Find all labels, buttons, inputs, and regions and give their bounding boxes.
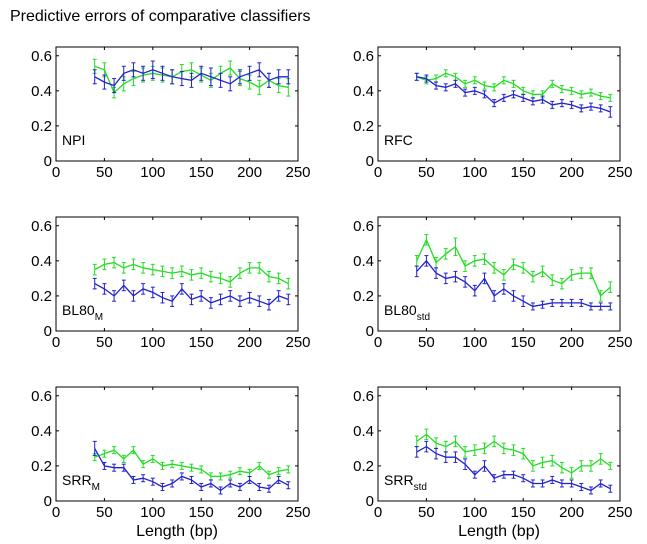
y-tick-label: 0.4 bbox=[31, 253, 52, 270]
x-axis-label: Length (bp) bbox=[136, 523, 218, 540]
y-tick-label: 0.4 bbox=[31, 83, 52, 100]
figure-title: Predictive errors of comparative classif… bbox=[10, 8, 311, 25]
chart-panel-4: 0 50 100 150 200 250 0 0.2 0.4 0.6 BL80std bbox=[353, 216, 633, 351]
x-tick-label: 100 bbox=[462, 164, 487, 181]
x-tick-label: 100 bbox=[140, 334, 165, 351]
panel-label: BL80std bbox=[384, 302, 430, 323]
panel-label: SRRstd bbox=[384, 472, 427, 493]
x-tick-label: 100 bbox=[140, 164, 165, 181]
chart-panel-6: 0 50 100 150 200 250 0 0.2 0.4 0.6 SRRstd Length (b… bbox=[353, 386, 633, 540]
x-tick-label: 0 bbox=[52, 334, 60, 351]
x-tick-label: 0 bbox=[52, 164, 60, 181]
x-tick-label: 200 bbox=[559, 164, 584, 181]
x-tick-label: 150 bbox=[511, 334, 536, 351]
x-tick-label: 200 bbox=[237, 504, 262, 521]
plot-frame bbox=[55, 386, 299, 502]
y-tick-label: 0.6 bbox=[353, 48, 374, 65]
y-tick-label: 0 bbox=[44, 323, 52, 340]
x-tick-label: 100 bbox=[462, 504, 487, 521]
y-tick-label: 0 bbox=[366, 493, 374, 510]
y-tick-label: 0.2 bbox=[31, 118, 52, 135]
y-tick-label: 0.6 bbox=[31, 218, 52, 235]
x-tick-label: 250 bbox=[285, 504, 310, 521]
x-tick-label: 0 bbox=[52, 504, 60, 521]
y-tick-label: 0.4 bbox=[353, 253, 374, 270]
chart-panel-2: 0 50 100 150 200 250 0 0.2 0.4 0.6 RFC bbox=[353, 46, 633, 181]
y-tick-label: 0.2 bbox=[31, 288, 52, 305]
y-tick-label: 0.4 bbox=[353, 83, 374, 100]
plot-frame bbox=[377, 216, 621, 332]
y-tick-label: 0 bbox=[44, 153, 52, 170]
x-tick-label: 0 bbox=[374, 504, 382, 521]
plot-frame bbox=[55, 46, 299, 162]
y-tick-label: 0.4 bbox=[31, 423, 52, 440]
x-tick-label: 200 bbox=[559, 504, 584, 521]
x-tick-label: 0 bbox=[374, 334, 382, 351]
panel-label: RFC bbox=[384, 132, 413, 148]
panel-label: SRRM bbox=[62, 472, 100, 493]
x-tick-label: 250 bbox=[607, 334, 632, 351]
plot-frame bbox=[377, 386, 621, 502]
y-tick-label: 0 bbox=[366, 153, 374, 170]
chart-panel-5: 0 50 100 150 200 250 0 0.2 0.4 0.6 SRRM Length (bp) bbox=[31, 386, 311, 540]
x-tick-label: 250 bbox=[607, 504, 632, 521]
chart-panel-3: 0 50 100 150 200 250 0 0.2 0.4 0.6 BL80M bbox=[31, 216, 311, 351]
x-tick-label: 100 bbox=[140, 504, 165, 521]
x-tick-label: 200 bbox=[237, 164, 262, 181]
x-tick-label: 50 bbox=[418, 164, 435, 181]
x-tick-label: 50 bbox=[96, 164, 113, 181]
x-tick-label: 50 bbox=[418, 334, 435, 351]
x-tick-label: 150 bbox=[511, 164, 536, 181]
x-tick-label: 200 bbox=[237, 334, 262, 351]
x-tick-label: 250 bbox=[285, 164, 310, 181]
x-tick-label: 0 bbox=[374, 164, 382, 181]
y-tick-label: 0 bbox=[366, 323, 374, 340]
x-tick-label: 250 bbox=[607, 164, 632, 181]
panel-label: BL80M bbox=[62, 302, 103, 323]
y-tick-label: 0.6 bbox=[31, 388, 52, 405]
y-tick-label: 0.6 bbox=[353, 388, 374, 405]
chart-panel-1: 0 50 100 150 200 250 0 0.2 0.4 0.6 NPI bbox=[31, 46, 311, 181]
x-tick-label: 200 bbox=[559, 334, 584, 351]
x-tick-label: 250 bbox=[285, 334, 310, 351]
x-tick-label: 50 bbox=[96, 504, 113, 521]
x-axis-label: Length (bp) bbox=[458, 523, 540, 540]
x-tick-label: 100 bbox=[462, 334, 487, 351]
y-tick-label: 0.4 bbox=[353, 423, 374, 440]
y-tick-label: 0.6 bbox=[31, 48, 52, 65]
y-tick-label: 0.2 bbox=[353, 458, 374, 475]
y-tick-label: 0.2 bbox=[31, 458, 52, 475]
x-tick-label: 50 bbox=[418, 504, 435, 521]
x-tick-label: 150 bbox=[189, 164, 214, 181]
x-tick-label: 150 bbox=[189, 334, 214, 351]
plot-frame bbox=[55, 216, 299, 332]
y-tick-label: 0.2 bbox=[353, 118, 374, 135]
y-tick-label: 0.6 bbox=[353, 218, 374, 235]
y-tick-label: 0.2 bbox=[353, 288, 374, 305]
y-tick-label: 0 bbox=[44, 493, 52, 510]
x-tick-label: 150 bbox=[511, 504, 536, 521]
x-tick-label: 150 bbox=[189, 504, 214, 521]
plot-frame bbox=[377, 46, 621, 162]
panel-label: NPI bbox=[62, 132, 85, 148]
x-tick-label: 50 bbox=[96, 334, 113, 351]
